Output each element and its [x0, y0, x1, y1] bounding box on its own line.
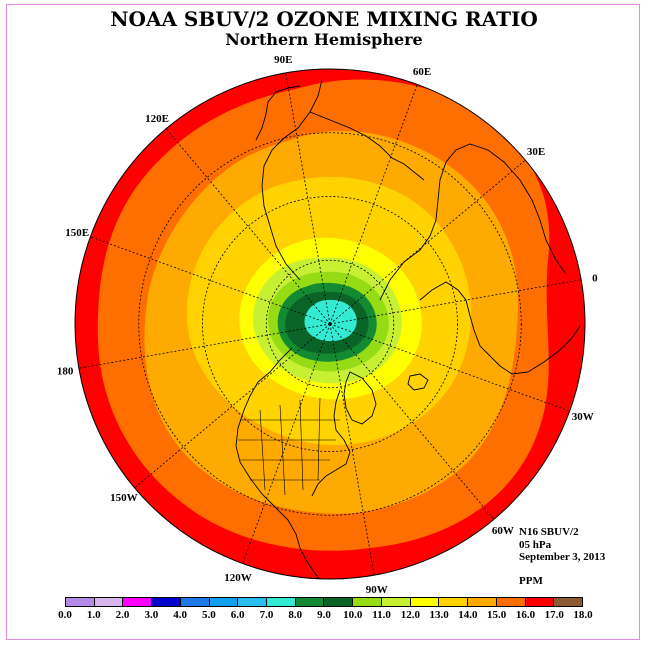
longitude-label: 90W: [366, 584, 388, 596]
colorbar-tick-label: 12.0: [400, 609, 420, 621]
colorbar-swatch: [353, 598, 382, 606]
meridian-line: [242, 323, 331, 564]
longitude-label: 0: [592, 272, 598, 284]
coastline-north-america: [235, 347, 321, 579]
longitude-label: 120W: [224, 572, 252, 584]
longitude-label: 30W: [572, 411, 594, 423]
colorbar-tick-label: 15.0: [487, 609, 507, 621]
colorbar-tick-label: 4.0: [173, 609, 187, 621]
colorbar-swatch: [525, 598, 555, 606]
colorbar-tick-label: 3.0: [144, 609, 159, 621]
meridian-line: [78, 323, 331, 369]
colorbar-swatch: [238, 598, 268, 606]
colorbar-tick-label: 16.0: [515, 609, 536, 621]
colorbar-tick-label: 8.0: [288, 609, 303, 621]
meridian-line: [329, 323, 495, 520]
colorbar-swatch: [381, 598, 411, 606]
colorbar-swatch: [94, 598, 124, 606]
colorbar-swatch: [439, 598, 469, 606]
colorbar-tick-label: 1.0: [86, 609, 101, 621]
coastline-asia: [379, 143, 567, 301]
colorbar-tick-label: 9.0: [317, 609, 331, 621]
meridian-line: [329, 323, 375, 576]
longitude-label: 150E: [65, 227, 89, 239]
colorbar-swatch: [209, 598, 239, 606]
graticule: [78, 72, 582, 576]
colorbar-swatch: [152, 598, 181, 606]
colorbar-tick-label: 17.0: [544, 609, 564, 621]
colorbar-tick-label: 5.0: [202, 609, 216, 621]
meridian-line: [329, 84, 418, 325]
meridian-line: [329, 159, 526, 325]
longitude-labels: 90E 60E 30E 0 30W 60W 90W 120W 150W 180 150E 120E: [57, 54, 598, 596]
satellite-label: N16 SBUV/2: [519, 526, 579, 538]
colorbar-swatch: [554, 598, 582, 606]
colorbar-swatch: [295, 598, 325, 606]
longitude-label: 60W: [492, 525, 514, 537]
coastline-iceland: [407, 373, 429, 391]
contour-band-7: [304, 299, 357, 342]
colorbar-tick-label: 13.0: [429, 609, 449, 621]
coastline-japan-korea: [255, 85, 301, 141]
colorbar-swatch: [324, 598, 354, 606]
coastline-greenland: [343, 371, 377, 425]
latitude-circle: [138, 132, 522, 516]
longitude-label: 120E: [145, 113, 169, 125]
latitude-circle: [202, 196, 458, 452]
us-state-grid: [238, 397, 340, 496]
colorbar-tick-label: 0.0: [58, 609, 72, 621]
longitude-label: 150W: [110, 492, 138, 504]
colorbar-tick-label: 7.0: [259, 609, 274, 621]
meridian-line: [329, 279, 582, 325]
map-title: NOAA SBUV/2 OZONE MIXING RATIO: [110, 7, 538, 31]
colorbar-swatch: [496, 598, 526, 606]
coastline-europe: [419, 281, 581, 375]
longitude-label: 90E: [274, 54, 292, 66]
colorbar-tick-label: 6.0: [230, 609, 245, 621]
latitude-circle: [265, 259, 395, 389]
colorbar-ticks: 0.0 1.0 2.0 3.0 4.0 5.0 6.0 7.0 8.0 9.0 10.0 11.0 12…: [0, 609, 648, 623]
meridian-line: [285, 72, 331, 325]
pressure-label: 05 hPa: [519, 538, 552, 551]
plot-frame: [6, 4, 640, 640]
colorbar-swatch: [468, 598, 497, 606]
colorbar-swatch: [123, 598, 153, 606]
meridian-line: [90, 236, 331, 325]
meridian-line: [329, 323, 570, 412]
colorbar-tick-label: 11.0: [372, 609, 391, 621]
info-block: N16 SBUV/2 05 hPa September 3, 2013: [519, 526, 605, 564]
map-subtitle: Northern Hemisphere: [225, 30, 423, 49]
meridian-line: [134, 323, 331, 489]
colorbar-tick-label: 14.0: [458, 609, 478, 621]
colorbar-tick-label: 18.0: [573, 609, 593, 621]
colorbar-swatch: [180, 598, 210, 606]
units-label: PPM: [519, 575, 543, 587]
coastlines: [235, 79, 581, 579]
colorbar-tick-label: 10.0: [343, 609, 363, 621]
colorbar: [65, 597, 583, 607]
coastline-far-east: [309, 111, 425, 181]
longitude-label: 30E: [527, 146, 545, 158]
colorbar-swatch: [66, 598, 95, 606]
colorbar-swatch: [267, 598, 296, 606]
meridian-line: [165, 128, 331, 325]
globe-outline: [74, 68, 586, 580]
colorbar-swatch: [410, 598, 440, 606]
coastline-east-america: [311, 389, 351, 497]
longitude-label: 60E: [413, 66, 431, 78]
longitude-label: 180: [57, 366, 74, 378]
colorbar-tick-label: 2.0: [115, 609, 130, 621]
date-label: September 3, 2013: [519, 551, 606, 563]
